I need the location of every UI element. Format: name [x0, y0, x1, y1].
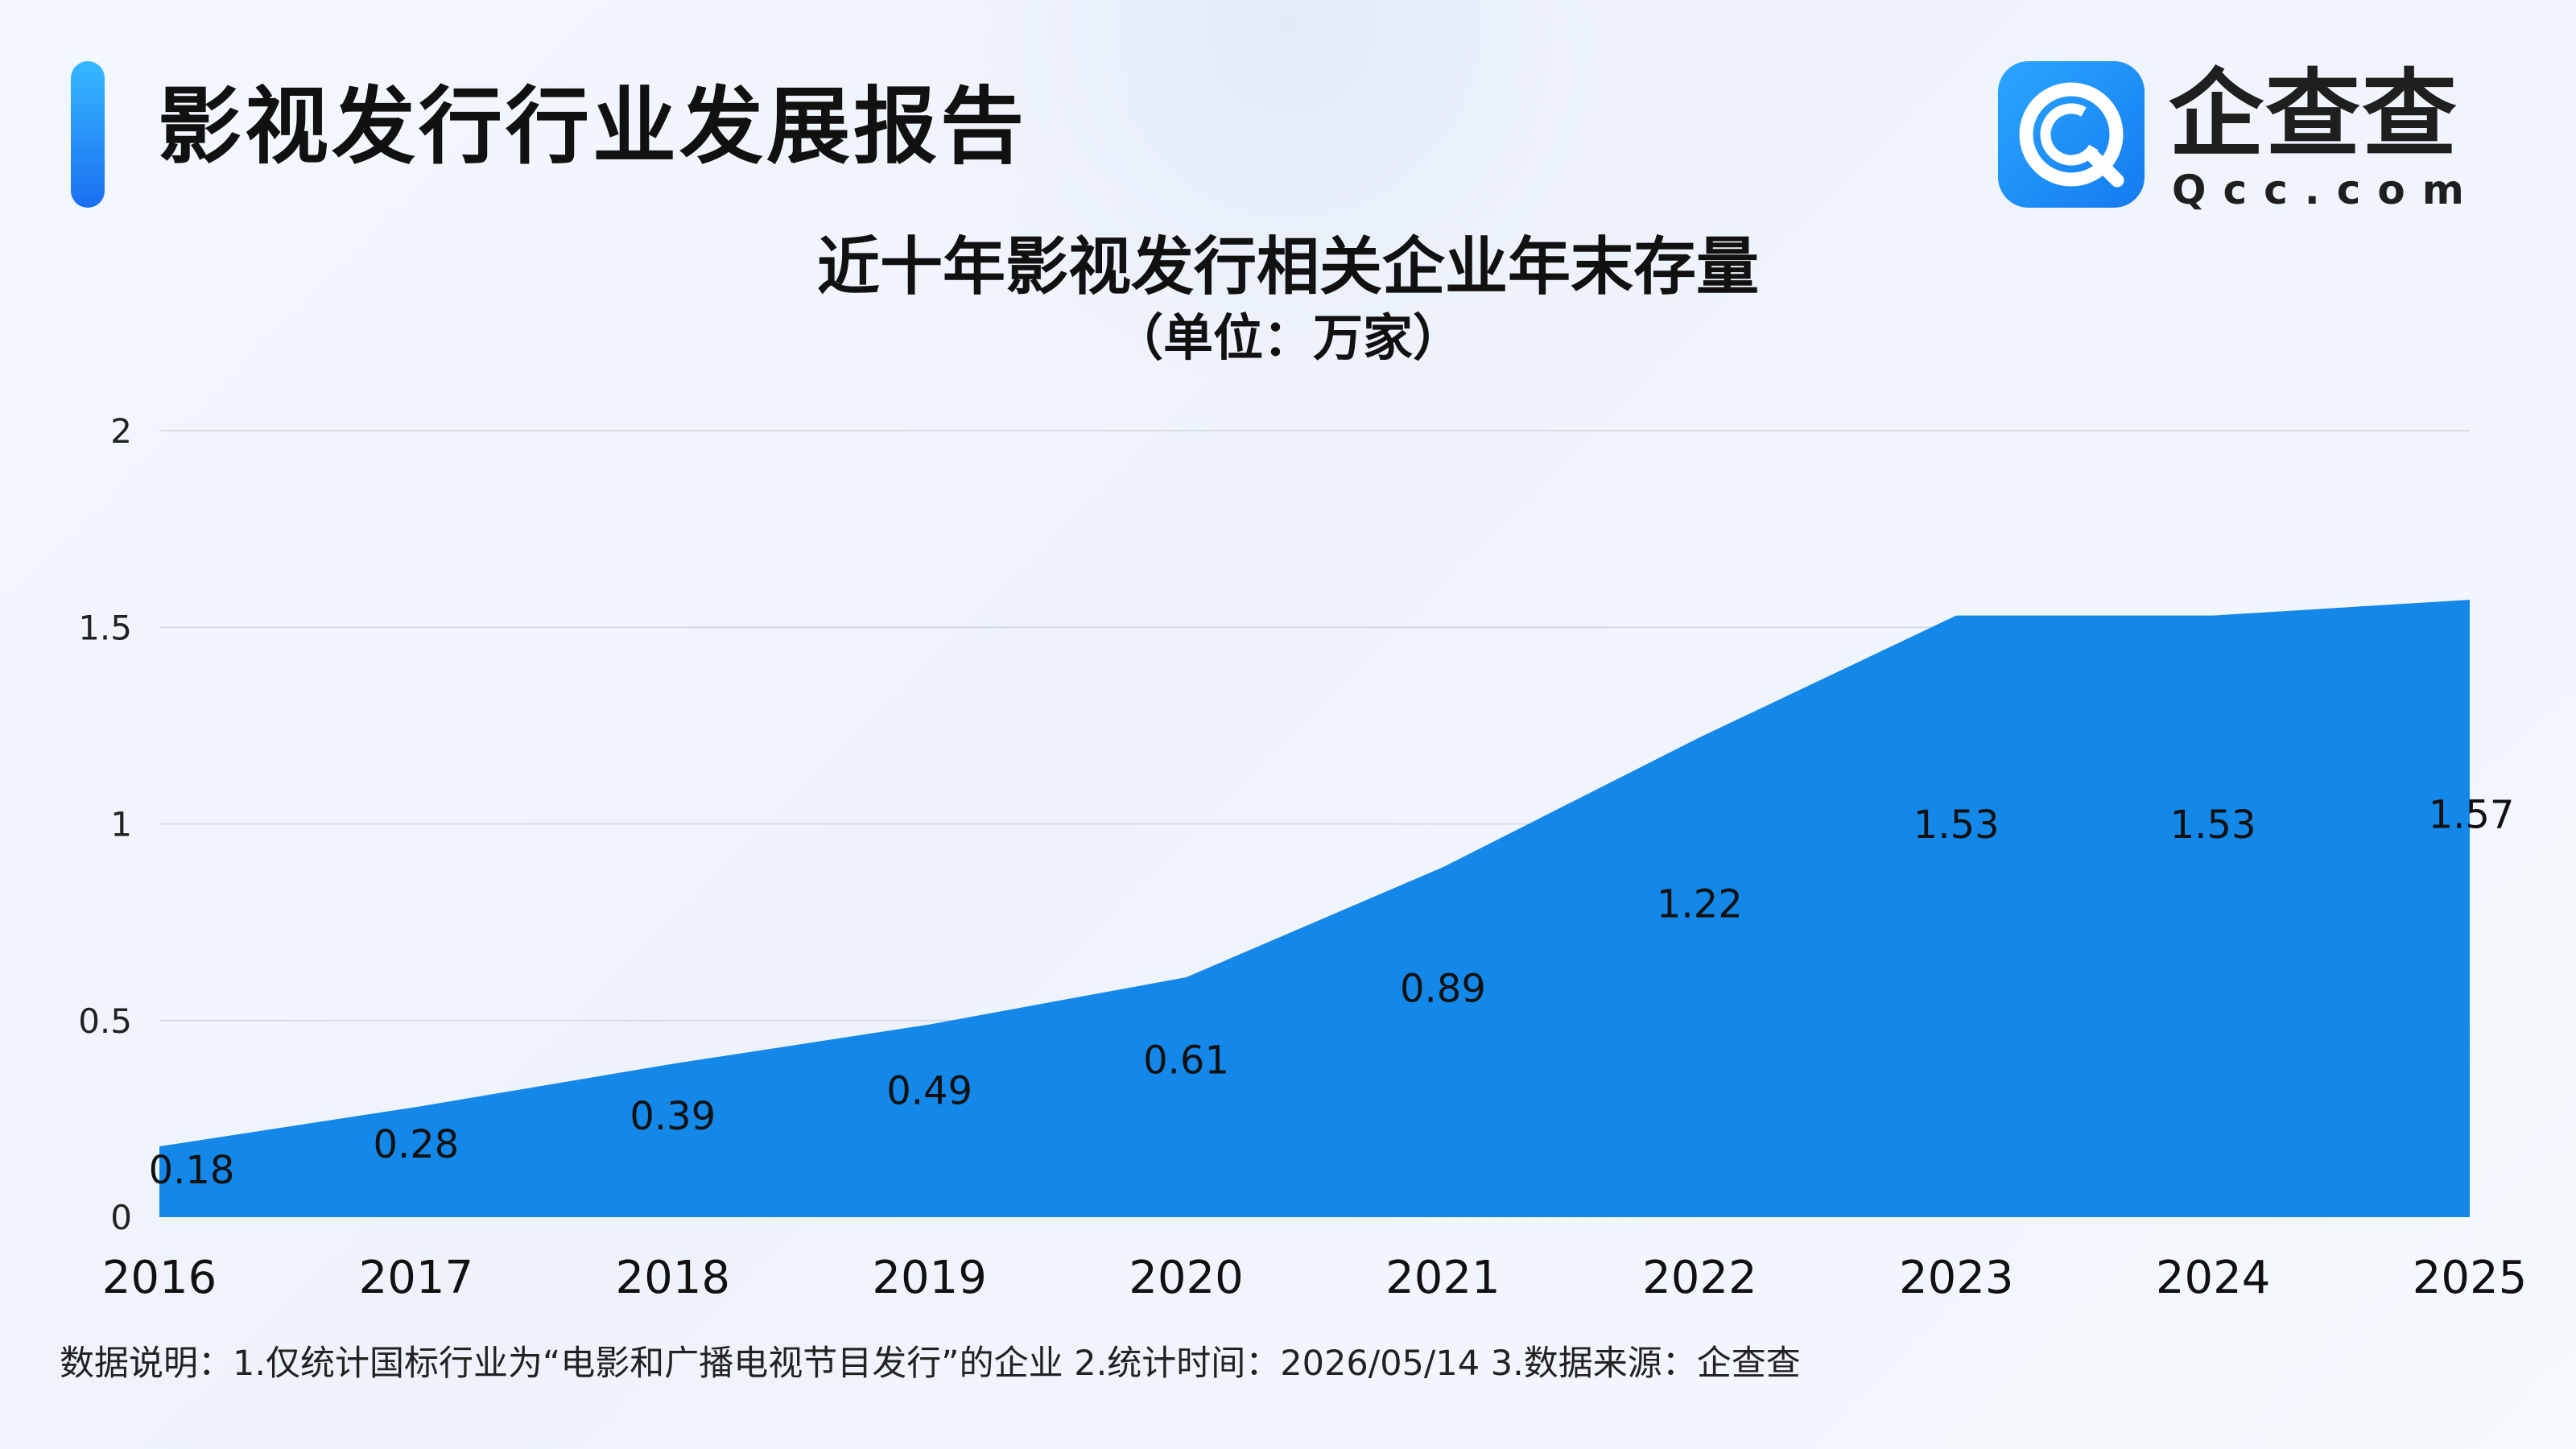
- logo-domain: Qcc.com: [2172, 167, 2481, 213]
- x-tick-label: 2018: [616, 1252, 731, 1304]
- area-chart: 0 0.5 1 1.5 2 0.18 0.28 0.39 0.49 0.61 0.89 1.22 1.…: [78, 411, 2528, 1304]
- x-tick-label: 2024: [2156, 1252, 2271, 1304]
- data-label: 1.53: [1913, 803, 2000, 848]
- x-tick-label: 2016: [102, 1252, 217, 1304]
- data-label: 0.89: [1400, 966, 1486, 1011]
- data-labels: 0.18 0.28 0.39 0.49 0.61 0.89 1.22 1.53 1.53 1.57: [149, 792, 2515, 1192]
- qcc-logo-icon: [1998, 61, 2145, 208]
- data-label: 0.61: [1143, 1038, 1229, 1083]
- data-label: 0.49: [886, 1068, 972, 1113]
- chart-title: 近十年影视发行相关企业年末存量: [816, 231, 1759, 303]
- y-tick-label: 0: [110, 1198, 132, 1237]
- report-title: 影视发行行业发展报告: [158, 77, 1028, 175]
- area-fill: [159, 600, 2470, 1217]
- qcc-logo: 企查查 Qcc.com: [1998, 59, 2481, 213]
- y-axis-ticks: 0 0.5 1 1.5 2: [78, 411, 132, 1237]
- y-tick-label: 1: [110, 805, 132, 844]
- footnote: 数据说明：1.仅统计国标行业为“电影和广播电视节目发行”的企业 2.统计时间：2…: [60, 1344, 1801, 1384]
- data-label: 1.53: [2170, 803, 2256, 848]
- x-tick-label: 2025: [2413, 1252, 2528, 1304]
- x-axis-ticks: 2016 2017 2018 2019 2020 2021 2022 2023 2024 2025: [102, 1252, 2528, 1304]
- logo-name: 企查查: [2169, 59, 2459, 170]
- data-label: 0.28: [373, 1122, 459, 1167]
- data-label: 0.39: [630, 1094, 716, 1139]
- area-series: [159, 600, 2470, 1217]
- x-tick-label: 2023: [1899, 1252, 2014, 1304]
- x-tick-label: 2021: [1385, 1252, 1501, 1304]
- chart-subtitle: （单位：万家）: [1113, 308, 1463, 367]
- x-tick-label: 2017: [359, 1252, 474, 1304]
- data-label: 0.18: [149, 1148, 235, 1193]
- data-label: 1.57: [2429, 792, 2515, 837]
- data-label: 1.22: [1657, 882, 1743, 927]
- x-tick-label: 2020: [1129, 1252, 1244, 1304]
- x-tick-label: 2022: [1642, 1252, 1757, 1304]
- x-tick-label: 2019: [872, 1252, 987, 1304]
- y-tick-label: 1.5: [78, 608, 132, 647]
- header-accent-bar: [71, 61, 105, 208]
- y-tick-label: 0.5: [78, 1001, 132, 1041]
- y-tick-label: 2: [110, 411, 132, 451]
